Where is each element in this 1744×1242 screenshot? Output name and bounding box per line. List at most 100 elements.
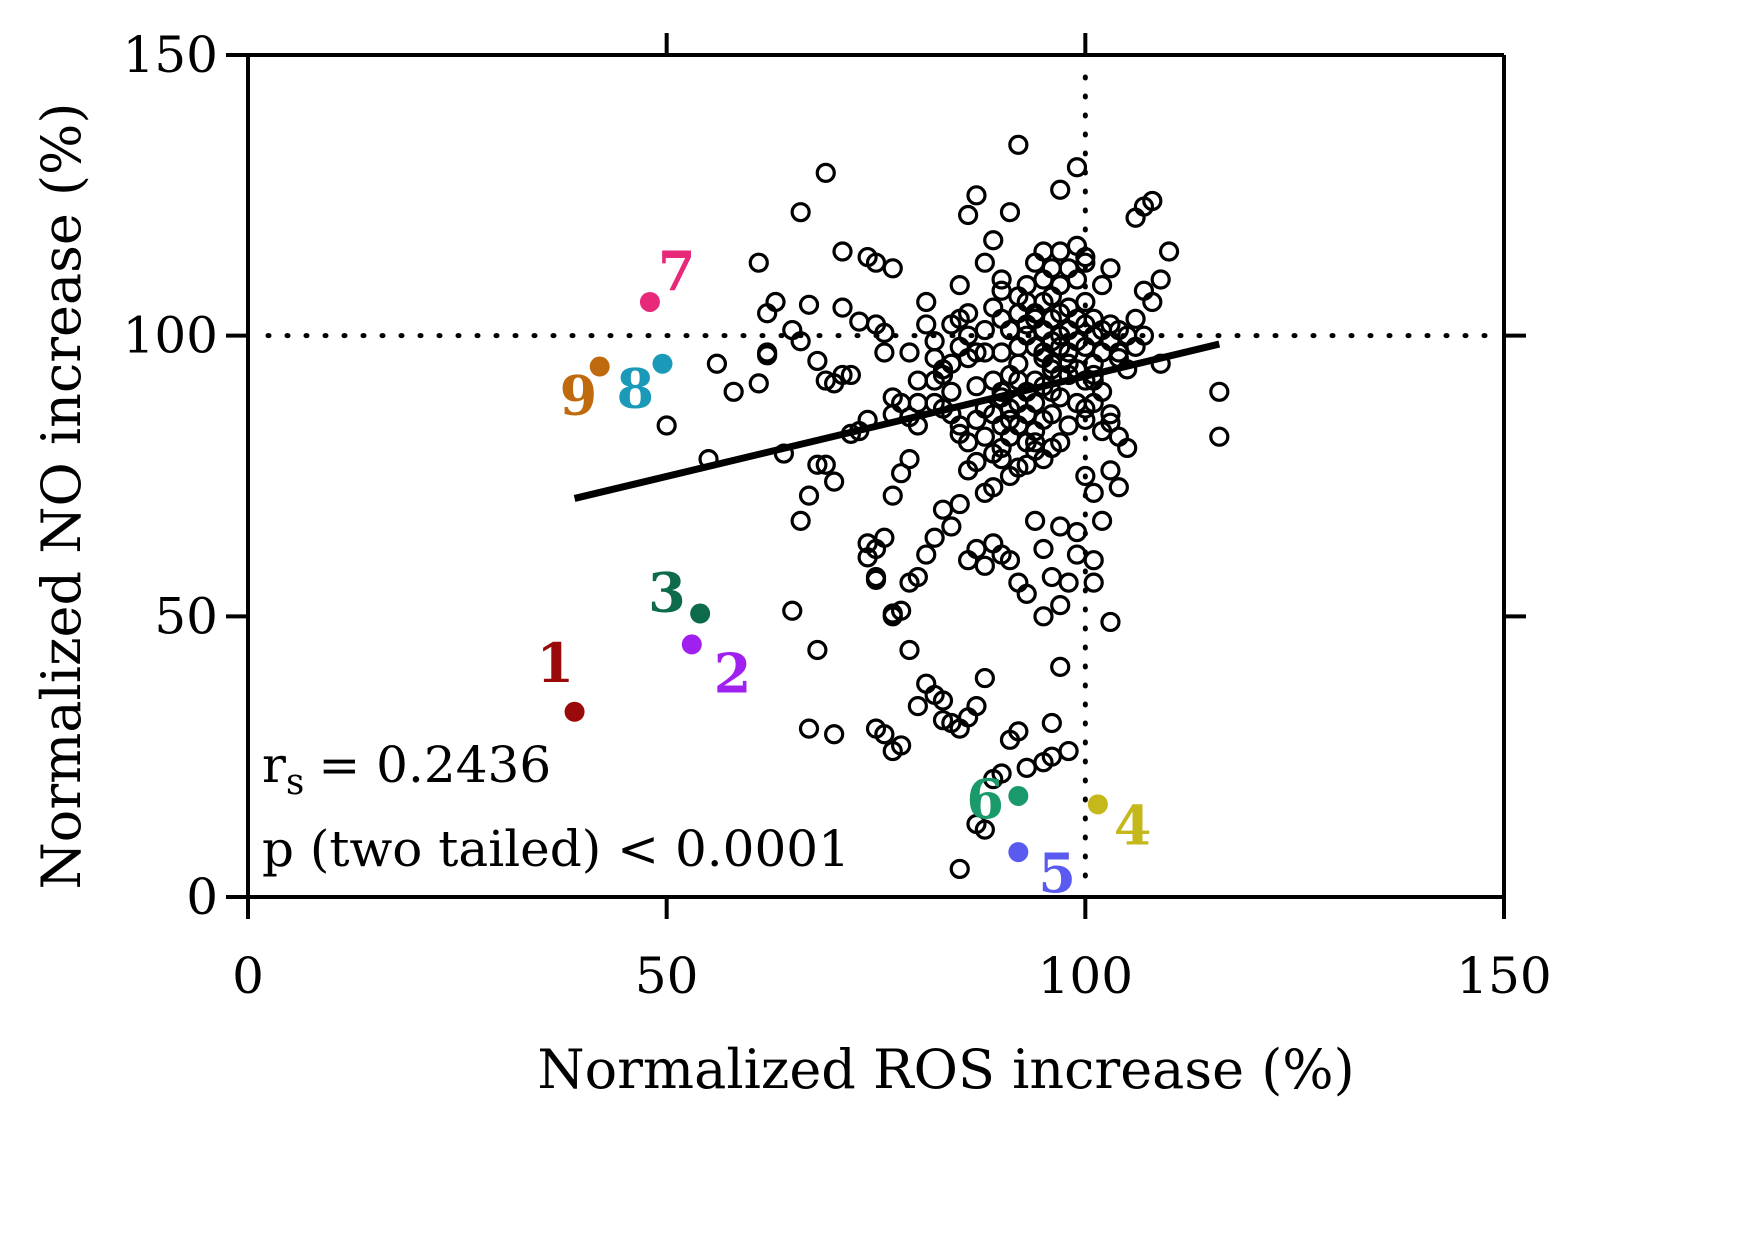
data-point: [824, 724, 845, 745]
data-point: [941, 381, 962, 402]
axis-ticks: 0 50 100 150 0 50 100 150: [123, 26, 1552, 1005]
data-point: [924, 331, 945, 352]
data-point: [832, 241, 853, 262]
data-point: [966, 342, 987, 363]
data-point: [1050, 595, 1071, 616]
data-point: [1016, 757, 1037, 778]
data-point: [949, 275, 970, 296]
data-point: [1209, 381, 1230, 402]
data-point: [1100, 258, 1121, 279]
data-point: [773, 443, 794, 464]
data-point: [798, 718, 820, 739]
data-point: [1075, 252, 1096, 273]
data-point: [907, 696, 928, 717]
data-point: [1125, 308, 1146, 329]
data-point: [790, 202, 811, 223]
data-point: [1041, 712, 1062, 734]
data-point: [1083, 550, 1104, 571]
y-axis-title: Normalized NO increase (%): [30, 103, 93, 890]
data-point: [1066, 544, 1088, 565]
data-point: [1100, 412, 1121, 433]
data-point: [966, 376, 987, 397]
data-point: [849, 311, 870, 332]
data-points: [656, 134, 1230, 880]
data-point: [790, 331, 811, 352]
data-point: [974, 555, 995, 576]
highlight-point-8: [652, 353, 673, 374]
data-point: [1024, 370, 1046, 391]
x-tick-label: 100: [1038, 947, 1133, 1005]
data-point: [840, 364, 861, 386]
highlight-label-3: 3: [648, 561, 686, 625]
rs-value: = 0.2436: [318, 736, 551, 794]
data-point: [765, 291, 786, 313]
x-axis-title: Normalized ROS increase (%): [537, 1038, 1354, 1101]
data-point: [1108, 477, 1129, 498]
data-point: [1050, 656, 1071, 677]
data-point: [1016, 404, 1037, 425]
data-point: [1033, 538, 1054, 560]
data-point: [1150, 269, 1171, 290]
data-point: [840, 423, 861, 444]
highlight-label-2: 2: [714, 641, 752, 705]
highlight-label-8: 8: [616, 357, 654, 421]
data-point: [798, 294, 820, 315]
data-point: [991, 381, 1012, 402]
data-point: [1066, 522, 1088, 543]
data-point: [807, 639, 828, 661]
data-point: [782, 600, 803, 621]
plot-frame: [246, 53, 1506, 899]
data-point: [974, 819, 995, 840]
data-point: [1083, 572, 1104, 593]
data-point: [748, 373, 769, 394]
highlight-label-4: 4: [1114, 793, 1152, 857]
data-point: [815, 162, 836, 183]
data-point: [932, 710, 954, 731]
data-point: [932, 499, 954, 520]
data-point: [723, 381, 744, 402]
data-point: [865, 718, 887, 739]
data-point: [966, 185, 987, 206]
y-tick-label: 100: [123, 307, 218, 365]
data-point: [874, 322, 895, 343]
data-point: [999, 202, 1021, 223]
data-point: [907, 392, 928, 414]
data-point: [1058, 415, 1079, 436]
data-point: [991, 280, 1012, 301]
data-point: [748, 252, 769, 273]
data-point: [1016, 454, 1037, 475]
data-point: [1058, 740, 1079, 762]
data-point: [698, 449, 719, 470]
data-point: [916, 673, 937, 694]
rs-subscript: s: [286, 762, 304, 803]
highlight-point-9: [589, 356, 610, 377]
data-point: [1075, 398, 1096, 419]
data-point: [1142, 190, 1163, 212]
data-point: [907, 415, 928, 436]
data-point: [1050, 241, 1071, 262]
data-point: [1091, 510, 1113, 532]
data-point: [974, 667, 995, 689]
highlight-point-1: [564, 701, 585, 722]
data-point: [924, 527, 945, 548]
data-point: [983, 443, 1004, 464]
data-point: [1041, 566, 1062, 588]
data-point: [941, 516, 962, 537]
data-point: [1024, 510, 1046, 532]
y-tick-label: 150: [123, 26, 218, 84]
highlight-point-7: [639, 291, 660, 312]
data-point: [1050, 179, 1071, 200]
data-point: [798, 485, 820, 506]
data-point: [991, 342, 1012, 363]
data-point: [824, 471, 845, 492]
data-point: [1058, 364, 1079, 386]
data-point: [1158, 241, 1180, 262]
highlight-label-5: 5: [1038, 841, 1076, 905]
data-point: [1033, 606, 1054, 627]
x-tick-label: 150: [1456, 947, 1551, 1005]
data-point: [857, 409, 878, 430]
y-tick-label: 50: [154, 587, 218, 645]
data-point: [949, 493, 970, 515]
data-point: [807, 350, 828, 372]
data-point: [1117, 359, 1138, 380]
